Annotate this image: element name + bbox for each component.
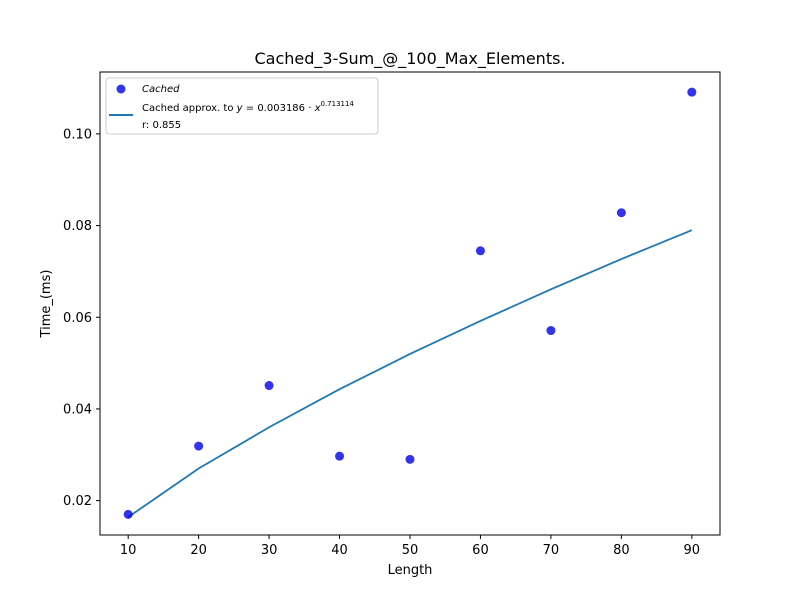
y-axis-ticks: 0.02 0.04 0.06 0.08 0.10 (63, 127, 100, 509)
scatter-point (616, 208, 626, 218)
scatter-point (546, 326, 556, 336)
fit-line (127, 229, 693, 518)
legend-fit-exponent: 0.713114 (321, 100, 355, 108)
chart-title: Cached_3-Sum_@_100_Max_Elements. (254, 49, 565, 69)
y-axis-label: Time_(ms) (39, 270, 54, 339)
x-tick-label: 40 (331, 543, 348, 558)
legend-fit-r: r: 0.855 (142, 120, 181, 131)
x-tick-label: 10 (120, 543, 137, 558)
x-axis-ticks: 10 20 30 40 50 60 70 80 90 (120, 535, 700, 558)
y-tick-label: 0.04 (63, 402, 92, 417)
legend-fit-label: Cached approx. to y = 0.003186 · x0.7131… (142, 100, 354, 114)
x-tick-label: 50 (402, 543, 419, 558)
scatter-point (335, 451, 345, 461)
y-tick-label: 0.02 (63, 494, 92, 509)
legend-scatter-label: Cached (142, 84, 180, 95)
x-tick-label: 30 (261, 543, 278, 558)
legend-fit-prefix: Cached approx. to (142, 103, 237, 114)
y-tick-label: 0.08 (63, 219, 92, 234)
scatter-point (405, 454, 415, 464)
legend-fit-y: y (236, 103, 244, 114)
scatter-point (264, 381, 274, 391)
y-tick-label: 0.06 (63, 311, 92, 326)
legend: Cached Cached approx. to y = 0.003186 · … (105, 77, 379, 135)
x-tick-label: 90 (684, 543, 701, 558)
x-tick-label: 80 (613, 543, 630, 558)
scatter-point (475, 246, 485, 256)
x-tick-label: 60 (472, 543, 489, 558)
scatter-point (123, 509, 133, 519)
scatter-point (687, 87, 697, 97)
y-tick-label: 0.10 (63, 127, 92, 142)
scatter-point (194, 441, 204, 451)
legend-frame (105, 77, 379, 135)
legend-fit-x: x (314, 103, 321, 114)
legend-fit-eq: = 0.003186 · (243, 103, 315, 114)
x-axis-label: Length (388, 563, 433, 578)
x-tick-label: 70 (543, 543, 560, 558)
x-tick-label: 20 (190, 543, 207, 558)
series-layer (123, 87, 697, 519)
legend-scatter-marker (116, 84, 126, 94)
